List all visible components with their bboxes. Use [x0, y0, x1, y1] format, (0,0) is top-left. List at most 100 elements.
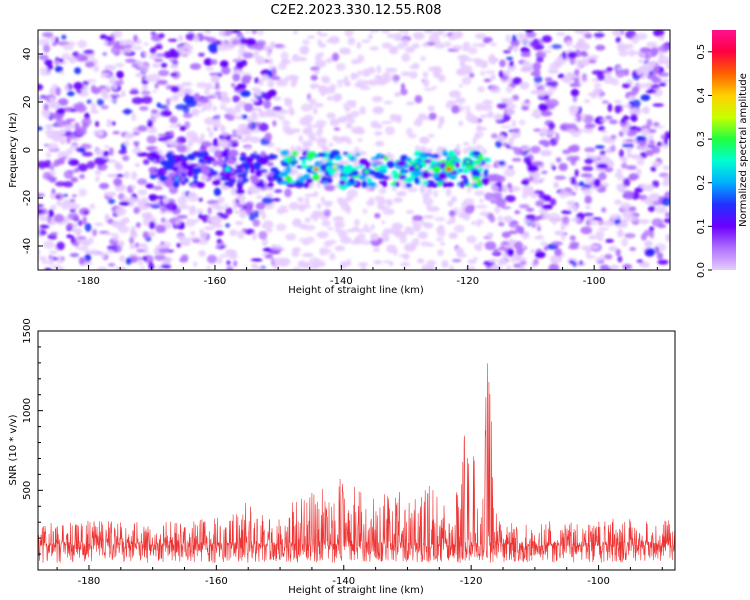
spectrogram-cell [401, 53, 411, 62]
spectrogram-cell [245, 205, 251, 215]
spectrogram-cell [270, 75, 281, 81]
spectrogram-cell [540, 241, 548, 246]
spectrogram-cell [137, 178, 148, 185]
spectrogram-cell [351, 226, 359, 232]
spectrogram-band-cell [438, 172, 448, 180]
spectrogram-cell [542, 49, 552, 54]
spectrogram-cell [500, 98, 507, 102]
spectrogram-cell [520, 67, 530, 73]
spectrogram-cell [622, 156, 628, 164]
spectrogram-cell [86, 99, 92, 104]
spectrogram-cell [475, 144, 484, 151]
spectrogram-y-tick-label: 40 [22, 48, 33, 61]
spectrogram-cell [476, 218, 481, 228]
spectrogram-peak [364, 169, 370, 174]
spectrogram-cell [232, 201, 237, 210]
spectrogram-cell [495, 198, 506, 208]
spectrogram-cell [475, 204, 488, 209]
spectrogram-cell [525, 207, 535, 212]
spectrogram-cell [75, 230, 81, 237]
spectrogram-cell [603, 220, 616, 227]
spectrogram-cell [52, 265, 61, 269]
spectrogram-band-cell [324, 172, 331, 176]
spectrogram-cell [415, 117, 424, 124]
spectrogram-cell [137, 243, 148, 248]
spectrogram-cell [403, 253, 409, 261]
spectrogram-cell [341, 203, 350, 211]
spectrogram-cell [103, 40, 108, 46]
spectrogram-cell [135, 222, 141, 228]
spectrogram-band-cell [441, 149, 448, 156]
spectrogram-cell [283, 76, 290, 84]
spectrogram-band-cell [415, 177, 420, 185]
spectrogram-cell [268, 58, 273, 65]
spectrogram-band-cell [196, 181, 205, 189]
spectrogram-cell [584, 158, 594, 165]
spectrogram-x-axis: -180 -160 -140 -120 -100 [56, 265, 658, 287]
spectrogram-band-cell [291, 150, 298, 157]
spectrogram-cell [73, 103, 78, 109]
spectrogram-cell [424, 30, 433, 34]
spectrogram-cell [639, 261, 650, 268]
spectrogram-cell [261, 224, 266, 228]
spectrogram-cell [312, 107, 318, 115]
spectrogram-cell [204, 30, 212, 34]
spectrogram-cell [297, 196, 304, 203]
spectrogram-cell [157, 133, 169, 137]
spectrogram-cell [581, 58, 590, 67]
spectrogram-cell [176, 234, 185, 239]
spectrogram-cell [536, 225, 542, 232]
spectrogram-cell [78, 245, 89, 252]
spectrogram-band-cell [266, 155, 275, 159]
spectrogram-cell [506, 104, 517, 109]
spectrogram-cell [657, 223, 667, 229]
spectrogram-cell [422, 192, 430, 201]
spectrogram-cell [90, 249, 100, 255]
spectrogram-band-cell [234, 169, 244, 173]
spectrogram-cell [530, 145, 541, 154]
spectrogram-cell [448, 210, 456, 217]
spectrogram-band-cell [449, 175, 457, 180]
spectrogram-cell [200, 97, 209, 104]
spectrogram-cell [219, 125, 226, 132]
spectrogram-band-cell [475, 160, 481, 165]
spectrogram-panel: -180 -160 -140 -120 -100 -40 -20 0 20 40 Height … [8, 29, 671, 296]
spectrogram-cell [540, 177, 546, 181]
spectrogram-cell [608, 119, 618, 125]
spectrogram-cell [324, 76, 331, 84]
spectrogram-cell [231, 83, 236, 88]
spectrogram-cell [69, 198, 76, 203]
spectrogram-cell [370, 224, 375, 230]
spectrogram-cell [631, 155, 642, 160]
spectrogram-y-tick-label: 20 [22, 96, 33, 109]
spectrogram-cell [474, 33, 487, 40]
spectrogram-cell [628, 49, 636, 57]
spectrogram-cell [463, 141, 470, 146]
spectrogram-cell [452, 45, 463, 50]
spectrogram-cell [106, 173, 118, 178]
spectrogram-band-cell [235, 164, 244, 170]
spectrogram-cell [530, 249, 535, 254]
spectrogram-band-cell [267, 182, 274, 188]
spectrogram-cell [241, 228, 247, 232]
spectrogram-cell [533, 236, 545, 240]
spectrogram-cell [261, 197, 273, 205]
spectrogram-cell [572, 95, 578, 103]
spectrogram-cell [374, 140, 385, 147]
spectrogram-cell [357, 138, 363, 143]
spectrogram-cell [592, 88, 601, 96]
spectrogram-cell [518, 204, 530, 209]
spectrogram-cell [373, 247, 381, 253]
spectrogram-cell [467, 184, 472, 194]
spectrogram-cell [251, 30, 257, 35]
spectrogram-cell [436, 30, 445, 34]
spectrogram-cell [41, 31, 54, 38]
spectrogram-cell [623, 43, 634, 49]
spectrogram-cell [288, 106, 294, 116]
spectrogram-band-cell [218, 159, 225, 166]
spectrogram-cell [523, 156, 531, 164]
spectrogram-cell [109, 94, 121, 98]
spectrogram-cell [645, 200, 653, 206]
spectrogram-band-cell [241, 178, 249, 183]
spectrogram-cell [528, 165, 539, 173]
